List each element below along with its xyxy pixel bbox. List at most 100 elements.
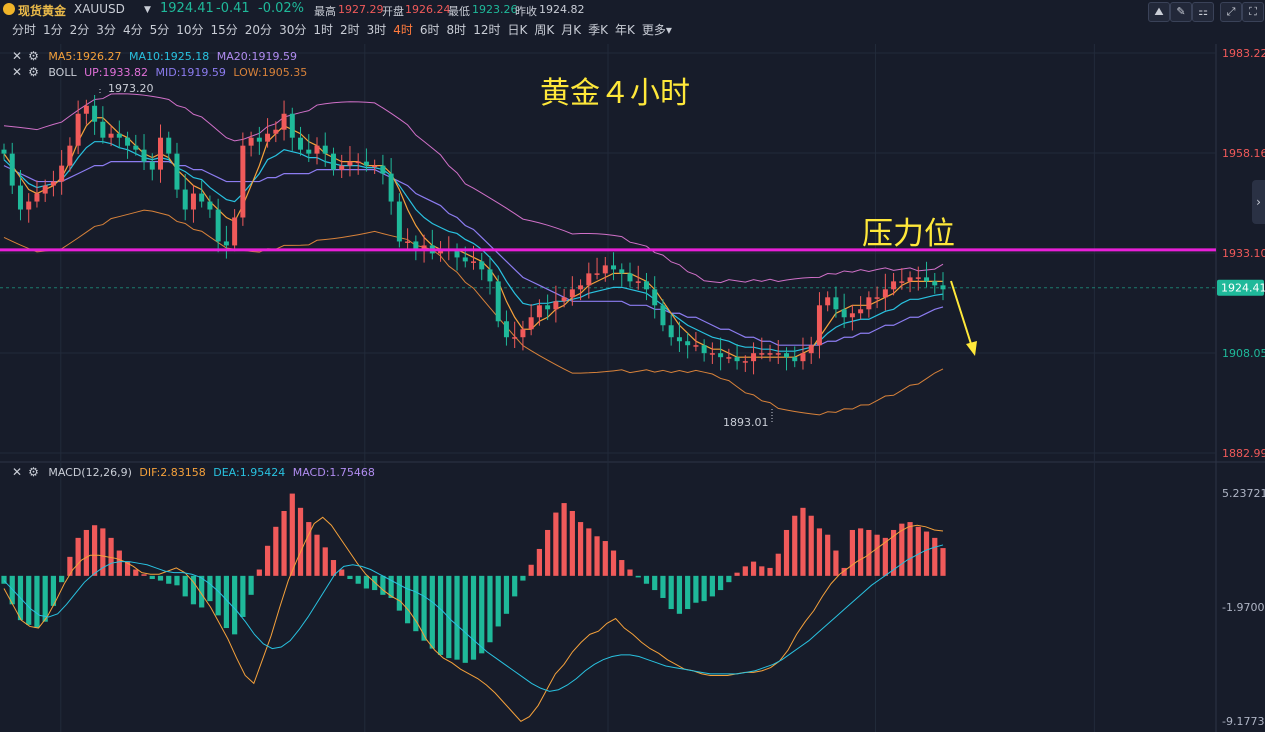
macd-axis-label: -1.97008 [1222, 601, 1265, 614]
candle-body [92, 105, 98, 122]
price-change: -0.41 [216, 1, 250, 16]
macd-bar [347, 575, 353, 580]
candle-body [487, 269, 493, 282]
draw-icon[interactable]: ✎ [1170, 2, 1192, 22]
macd-bar [59, 575, 65, 583]
gear-icon[interactable]: ⚙ [28, 65, 39, 79]
candle-body [9, 153, 15, 186]
candle-body [232, 217, 238, 246]
tab-timeframe[interactable]: 周K [534, 23, 555, 37]
candle-body [240, 145, 246, 218]
candle-body [396, 201, 402, 242]
candle-body [660, 305, 666, 326]
macd-bar [314, 534, 320, 576]
candle-body [701, 345, 707, 354]
macd-bar [42, 575, 48, 622]
price-axis-label: 1983.22 [1222, 47, 1265, 60]
candle-body [685, 341, 691, 346]
indicator-icon[interactable]: ⚏ [1192, 2, 1214, 22]
close-icon[interactable]: ✕ [12, 49, 23, 63]
tab-timeframe[interactable]: 4分 [122, 23, 143, 37]
gear-icon[interactable]: ⚙ [28, 465, 39, 479]
tab-timeframe[interactable]: 20分 [244, 23, 273, 37]
candle-body [273, 129, 279, 134]
macd-bar [487, 575, 493, 643]
macd-bar [215, 575, 221, 616]
macd-bar [940, 548, 946, 576]
symbol-code[interactable]: XAUUSD [74, 2, 125, 16]
macd-bar [232, 575, 238, 635]
close-icon[interactable]: ✕ [12, 465, 23, 479]
candle-body [199, 193, 205, 202]
tab-timeframe[interactable]: 1时 [313, 23, 333, 37]
chevron-down-icon[interactable]: ▼ [144, 5, 151, 15]
tab-timeframe[interactable]: 1分 [43, 23, 63, 37]
side-panel-toggle[interactable]: › [1252, 180, 1265, 224]
candle-body [174, 153, 180, 190]
candle-body [833, 297, 839, 310]
macd-dif-value: DIF:2.83158 [139, 466, 206, 479]
boll-up-value: UP:1933.82 [84, 66, 148, 79]
candle-body [59, 165, 65, 182]
low-label: 最低 [448, 5, 470, 18]
tab-timeframe[interactable]: 30分 [279, 23, 307, 37]
macd-bar [676, 575, 683, 614]
macd-bar [1, 575, 7, 584]
candle-body [26, 201, 32, 210]
tab-timeframe[interactable]: 10分 [176, 23, 204, 37]
current-price-tag [1217, 279, 1264, 296]
candle-body [899, 281, 905, 283]
macd-bar [528, 564, 534, 576]
tab-timeframe[interactable]: 3时 [366, 23, 387, 37]
macd-bar [709, 575, 715, 597]
tab-timeframe[interactable]: 月K [561, 23, 582, 37]
candle-body [363, 161, 369, 166]
macd-bar [421, 575, 427, 641]
tab-timeframe[interactable]: 12时 [473, 23, 501, 37]
chart-style-icon[interactable]: ⛰ [1148, 2, 1170, 22]
tab-timeframe[interactable]: 年K [614, 23, 635, 37]
macd-bar [825, 534, 831, 576]
fullscreen-icon[interactable]: ⤢ [1220, 2, 1242, 22]
candle-body [190, 193, 196, 210]
tab-timeframe[interactable]: 分时 [12, 23, 37, 37]
macd-bar [849, 529, 855, 576]
gear-icon[interactable]: ⚙ [28, 49, 39, 63]
tab-timeframe[interactable]: 8时 [446, 23, 467, 37]
candle-body [536, 305, 542, 318]
candle-body [75, 113, 81, 146]
macd-bar [668, 575, 674, 610]
candle-body [223, 241, 229, 246]
macd-bar [199, 575, 205, 608]
candle-body [289, 113, 295, 138]
tab-timeframe[interactable]: 3分 [96, 23, 116, 37]
price-axis-label: 1958.16 [1222, 147, 1265, 160]
candle-body [125, 137, 131, 146]
tab-timeframe[interactable]: 5分 [149, 23, 170, 37]
close-icon[interactable]: ✕ [12, 65, 23, 79]
tab-timeframe[interactable]: 日K [507, 23, 528, 37]
macd-bar [75, 537, 81, 576]
tab-timeframe[interactable]: 6时 [419, 23, 440, 37]
timeframe-tabs: 分时 1分 2分 3分 4分 5分 10分 15分 20分 30分 1时 2时 3时 4时 6时 8时 12时日… [12, 21, 679, 41]
candle-body [108, 133, 114, 138]
candle-body [751, 353, 757, 362]
macd-bar [693, 575, 699, 603]
macd-bar [610, 550, 617, 576]
tab-timeframe[interactable]: 15分 [210, 23, 238, 37]
candle-body [602, 265, 608, 274]
macd-bar [841, 567, 847, 576]
tab-timeframe[interactable]: 季K [588, 23, 608, 37]
expand-right-icon[interactable]: ⛶ [1242, 2, 1264, 22]
open-value: 1926.24 [405, 3, 451, 16]
candle-body [924, 277, 930, 282]
macd-bar [586, 528, 592, 576]
macd-bar [92, 525, 98, 576]
boll-legend: ✕ ⚙ BOLL UP:1933.82 MID:1919.59 LOW:1905.… [12, 65, 307, 79]
tab-timeframe[interactable]: 4时 [393, 23, 413, 37]
symbol-name[interactable]: 现货黄金 [18, 4, 67, 18]
tab-timeframe[interactable]: 2分 [69, 23, 90, 37]
tab-timeframe[interactable]: 2时 [339, 23, 360, 37]
tab-timeframe[interactable]: 更多▾ [641, 23, 672, 37]
